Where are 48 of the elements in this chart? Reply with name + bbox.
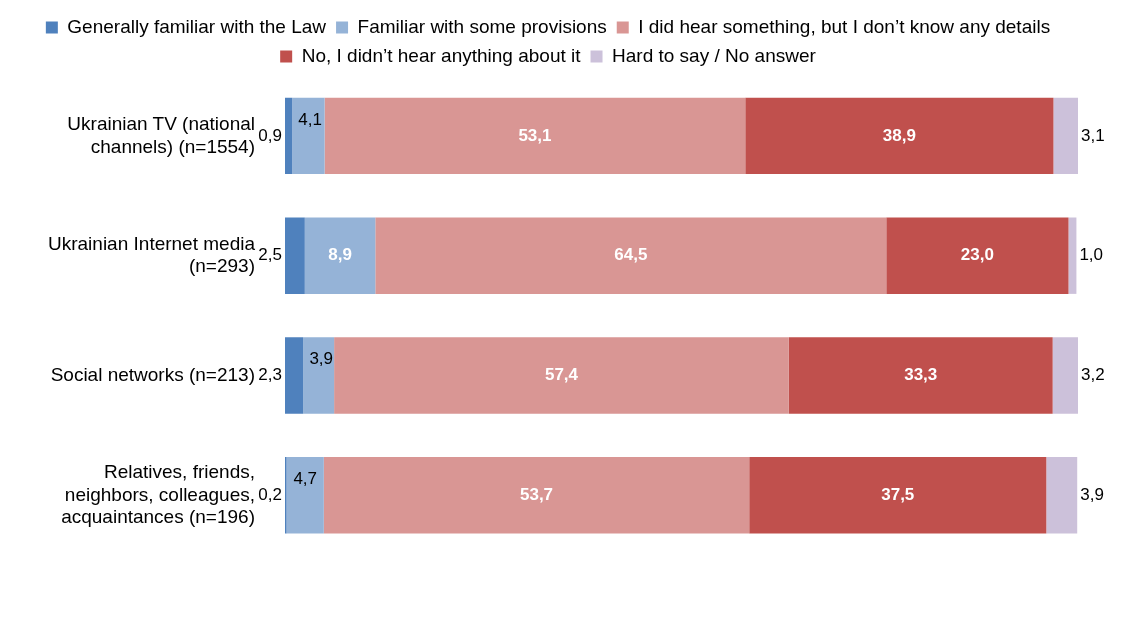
data-label: 57,4 (544, 365, 579, 385)
data-label: 0,2 (258, 484, 282, 504)
bar (304, 217, 376, 294)
legend-label: Hard to say / No answer (612, 44, 817, 66)
data-label: 4,7 (293, 468, 318, 488)
bar (324, 97, 746, 175)
legend-label: Generally familiar with the Law (67, 15, 327, 37)
data-label: 53,1 (518, 125, 552, 145)
data-label: 8,9 (328, 245, 352, 265)
bar (745, 97, 1054, 175)
bar (292, 97, 325, 175)
data-label: 3,2 (1081, 365, 1105, 385)
legend-label: Familiar with some provisions (357, 15, 607, 37)
data-label: 33,3 (904, 365, 938, 385)
data-label: 4,1 (298, 109, 322, 129)
data-label: 38,9 (882, 125, 916, 145)
bar (303, 337, 335, 414)
data-label: 3,1 (1081, 125, 1105, 145)
bar (286, 457, 324, 534)
legend-label: No, I didn’t hear anything about it (301, 44, 582, 66)
bar (1068, 217, 1077, 294)
bar (323, 457, 750, 534)
data-label: 37,5 (881, 484, 915, 504)
bar (1052, 337, 1078, 414)
y-tick-label: Ukrainian Internet media (n=293) (48, 232, 256, 277)
data-label: 1,0 (1079, 245, 1104, 265)
data-label: 23,0 (960, 245, 994, 265)
data-label: 64,5 (614, 245, 648, 265)
data-label: 2,5 (258, 245, 282, 265)
y-tick-label: Relatives, friends, neighbors, colleagues, acquaintances (n=196) (61, 460, 255, 528)
bar (788, 337, 1053, 414)
bar (334, 337, 789, 414)
data-label: 3,9 (309, 349, 334, 369)
data-label: 0,9 (258, 125, 282, 145)
data-label: 3,9 (1080, 484, 1104, 504)
y-tick-label: Social networks (n=213) (50, 363, 255, 385)
data-label: 2,3 (258, 365, 282, 385)
bar (1046, 457, 1078, 534)
bar (375, 217, 887, 294)
bar (285, 337, 304, 414)
legend-label: I did hear something, but I don’t know any details (638, 15, 1051, 37)
bar (886, 217, 1069, 294)
bar (285, 97, 293, 175)
data-label: 53,7 (519, 484, 554, 504)
bar (1053, 97, 1078, 175)
bar (285, 217, 305, 294)
bar (749, 457, 1047, 534)
y-tick-label: Ukrainian TV (national channels) (n=1554) (67, 112, 255, 157)
